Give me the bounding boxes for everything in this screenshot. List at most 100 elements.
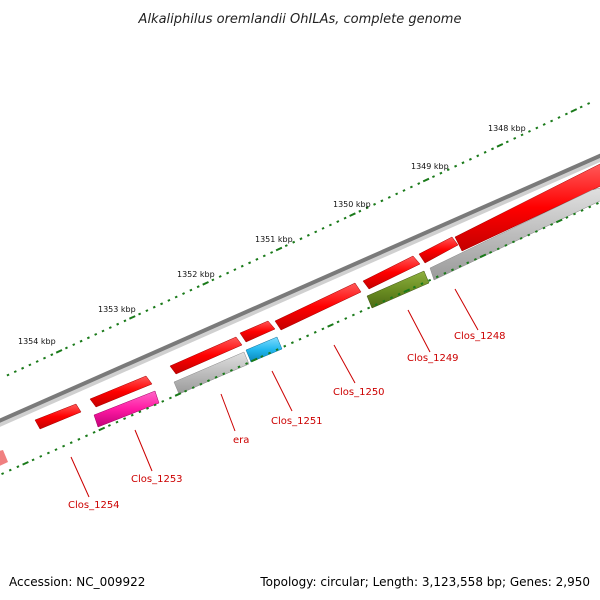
topology-text: Topology: circular; Length: 3,123,558 bp… bbox=[260, 575, 590, 589]
inner-minor-tick bbox=[420, 282, 424, 286]
cds-forward[interactable] bbox=[169, 336, 243, 375]
cds-forward[interactable] bbox=[454, 163, 600, 252]
inner-minor-tick bbox=[16, 465, 20, 469]
map-title: Alkaliphilus oremlandii OhILAs, complete… bbox=[138, 12, 462, 27]
ruler-minor-tick bbox=[468, 157, 472, 161]
ruler-minor-tick bbox=[50, 353, 54, 357]
inner-minor-tick bbox=[519, 236, 523, 240]
ruler-minor-tick bbox=[380, 199, 384, 203]
inner-minor-tick bbox=[153, 403, 157, 407]
inner-minor-tick bbox=[588, 205, 592, 209]
inner-minor-tick bbox=[511, 240, 516, 244]
inner-minor-tick bbox=[367, 306, 371, 310]
inner-minor-tick bbox=[504, 243, 508, 247]
inner-minor-tick bbox=[351, 313, 355, 317]
inner-minor-tick bbox=[428, 278, 432, 282]
inner-minor-tick bbox=[382, 299, 386, 303]
ruler-minor-tick bbox=[13, 370, 17, 374]
ruler-minor-tick bbox=[152, 305, 156, 309]
inner-minor-tick bbox=[359, 310, 363, 313]
ruler-minor-tick bbox=[42, 356, 47, 360]
label-clos-1253[interactable]: Clos_1253 bbox=[131, 474, 183, 485]
inner-minor-tick bbox=[260, 355, 264, 358]
ruler-minor-tick bbox=[255, 257, 259, 261]
inner-minor-tick bbox=[534, 230, 538, 233]
ruler-label-1354: 1354 kbp bbox=[18, 337, 56, 346]
ruler-label-1352: 1352 kbp bbox=[177, 270, 215, 279]
ruler-minor-tick bbox=[343, 216, 347, 220]
cds-forward[interactable] bbox=[89, 375, 153, 408]
inner-minor-tick bbox=[283, 344, 287, 348]
inner-major-tick bbox=[22, 461, 29, 466]
ruler-major-tick bbox=[496, 143, 504, 148]
inner-minor-tick bbox=[1, 472, 5, 476]
ruler-minor-tick bbox=[314, 230, 318, 234]
gene-era[interactable] bbox=[173, 351, 250, 395]
gene-clos-1253[interactable] bbox=[93, 390, 160, 428]
leader-line bbox=[220, 393, 236, 432]
inner-minor-tick bbox=[466, 261, 470, 265]
ruler-minor-tick bbox=[240, 264, 244, 268]
inner-major-tick bbox=[403, 288, 411, 293]
ruler-minor-tick bbox=[196, 285, 200, 289]
ruler-minor-tick bbox=[557, 116, 561, 119]
leader-line bbox=[454, 288, 479, 331]
inner-minor-tick bbox=[321, 327, 325, 331]
inner-minor-tick bbox=[69, 441, 73, 445]
forward-cds-track bbox=[0, 163, 600, 468]
leader-line bbox=[70, 456, 90, 498]
inner-major-tick bbox=[250, 357, 258, 363]
ruler-major-tick bbox=[275, 246, 283, 252]
inner-minor-tick bbox=[77, 437, 81, 441]
inner-minor-tick bbox=[46, 451, 50, 455]
ruler-minor-tick bbox=[64, 346, 68, 350]
inner-minor-tick bbox=[8, 468, 12, 472]
ruler-minor-tick bbox=[358, 209, 362, 213]
cds-forward[interactable] bbox=[362, 255, 421, 290]
ruler-minor-tick bbox=[284, 244, 288, 248]
ruler-minor-tick bbox=[417, 182, 421, 185]
gene-clos-1251[interactable] bbox=[245, 336, 283, 363]
cds-forward-partial[interactable] bbox=[0, 450, 8, 468]
accession-text: Accession: NC_009922 bbox=[9, 575, 146, 589]
ruler-minor-tick bbox=[461, 161, 465, 165]
ruler-label-1348: 1348 kbp bbox=[488, 124, 526, 133]
inner-minor-tick bbox=[191, 386, 195, 390]
ruler-minor-tick bbox=[72, 343, 76, 347]
cds-forward[interactable] bbox=[34, 403, 82, 430]
inner-minor-tick bbox=[245, 362, 249, 365]
ruler-label-1350: 1350 kbp bbox=[333, 200, 371, 209]
label-clos-1254[interactable]: Clos_1254 bbox=[68, 500, 120, 511]
gene-clos-1249[interactable] bbox=[366, 270, 430, 309]
cds-forward[interactable] bbox=[239, 320, 276, 343]
cds-forward[interactable] bbox=[418, 236, 459, 264]
ruler-minor-tick bbox=[564, 112, 568, 116]
inner-minor-tick bbox=[145, 406, 150, 410]
ruler-minor-tick bbox=[505, 140, 509, 144]
inner-minor-tick bbox=[130, 413, 134, 417]
ruler-minor-tick bbox=[123, 319, 127, 323]
cds-forward[interactable] bbox=[274, 282, 362, 331]
ruler-minor-tick bbox=[550, 119, 554, 123]
inner-major-tick bbox=[327, 323, 334, 328]
label-clos-1249[interactable]: Clos_1249 bbox=[407, 353, 459, 364]
inner-tick-ring bbox=[1, 202, 599, 476]
inner-minor-tick bbox=[184, 389, 188, 393]
label-clos-1248[interactable]: Clos_1248 bbox=[454, 331, 506, 342]
label-era[interactable]: era bbox=[233, 435, 249, 446]
ruler-minor-tick bbox=[138, 312, 142, 316]
inner-major-tick bbox=[479, 253, 487, 259]
gene-clos-1248[interactable] bbox=[429, 187, 600, 281]
ruler-major-tick bbox=[55, 349, 63, 354]
ruler-minor-tick bbox=[167, 298, 171, 302]
label-clos-1251[interactable]: Clos_1251 bbox=[271, 416, 323, 427]
inner-major-tick bbox=[555, 218, 563, 224]
ruler-minor-tick bbox=[28, 363, 32, 367]
inner-minor-tick bbox=[565, 216, 569, 219]
inner-minor-tick bbox=[206, 379, 211, 383]
label-clos-1250[interactable]: Clos_1250 bbox=[333, 387, 385, 398]
ruler-minor-tick bbox=[299, 237, 303, 241]
ruler-minor-tick bbox=[86, 336, 90, 340]
ruler-minor-tick bbox=[483, 150, 487, 154]
ruler-minor-tick bbox=[211, 278, 215, 282]
